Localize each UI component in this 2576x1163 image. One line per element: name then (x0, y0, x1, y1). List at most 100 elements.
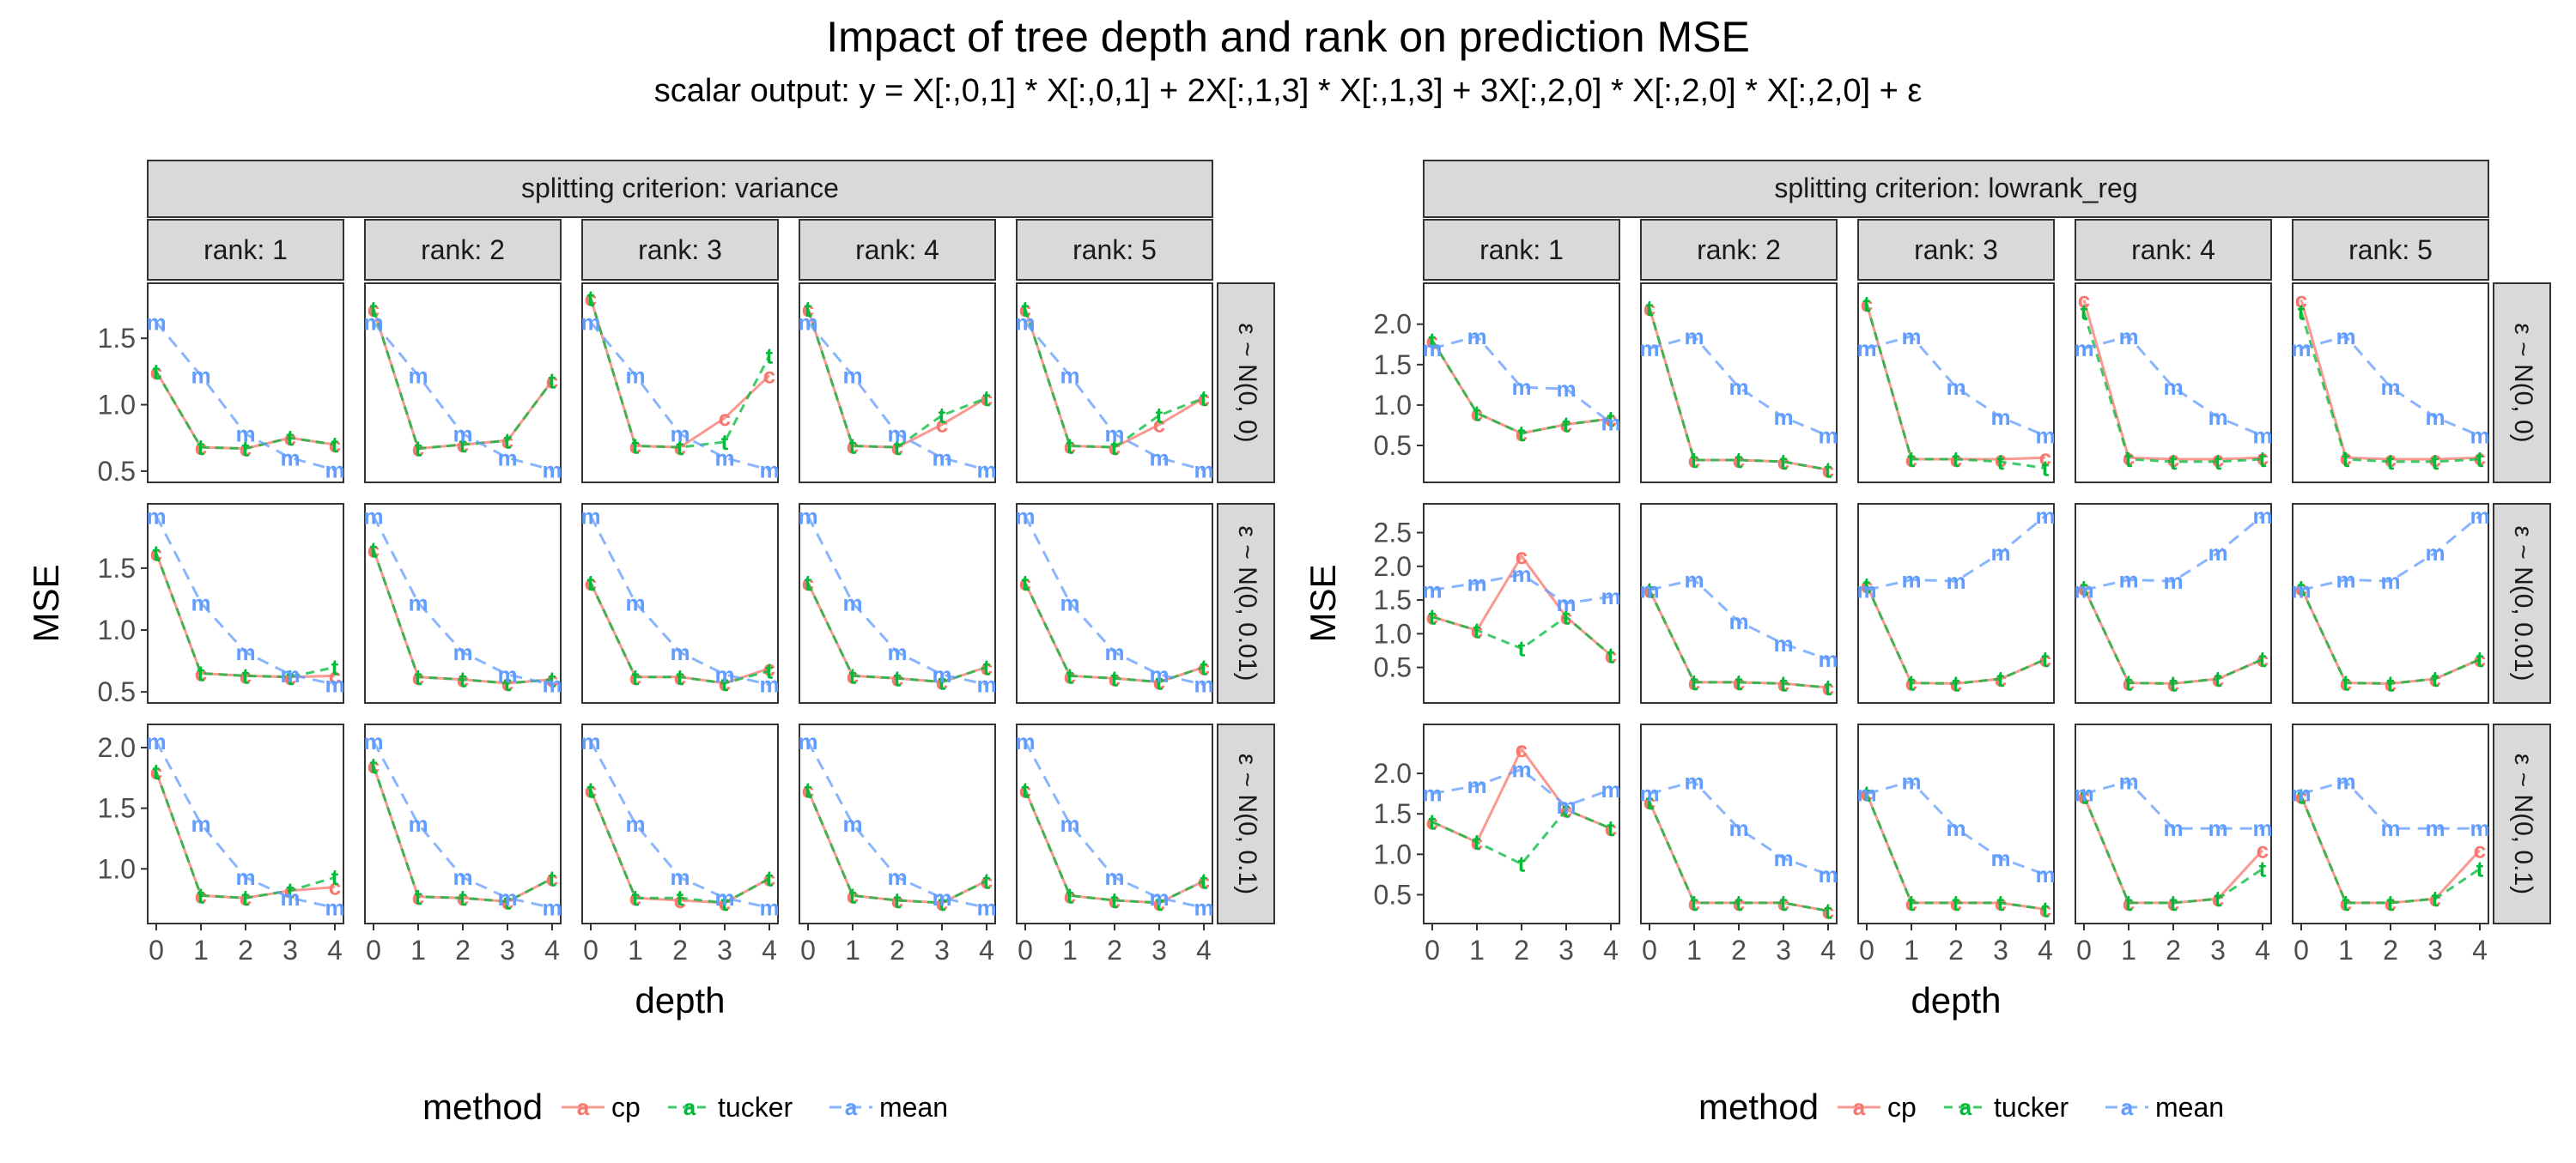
point-label-tucker: t (1156, 669, 1163, 695)
point-label-tucker: t (2215, 886, 2222, 912)
series-line-tucker (372, 765, 553, 904)
point-label-mean: m (1556, 793, 1576, 819)
point-label-mean: m (1946, 815, 1965, 841)
y-tick-label: 1.0 (98, 853, 136, 884)
x-tick-label: 2 (1107, 935, 1122, 966)
point-label-mean: m (1601, 777, 1620, 803)
point-label-tucker: t (415, 436, 422, 462)
point-label-cp: c (1109, 434, 1121, 460)
point-label-mean: m (714, 885, 734, 911)
point-label-mean: m (1194, 671, 1213, 697)
point-label-tucker: t (2342, 670, 2350, 696)
point-label-mean: m (1511, 756, 1531, 782)
point-label-tucker: t (415, 664, 422, 690)
series-line-mean (372, 321, 553, 471)
point-label-cp: c (2167, 446, 2179, 472)
point-label-cp: c (329, 874, 341, 900)
point-label-mean: m (1990, 845, 2010, 871)
series-line-tucker (806, 789, 987, 905)
point-label-tucker: t (2125, 446, 2133, 472)
series-line-mean (806, 741, 987, 909)
rank-strip (1016, 219, 1213, 281)
point-label-mean: m (325, 671, 344, 697)
point-label-mean: m (1773, 845, 1793, 871)
point-label-tucker: t (1473, 617, 1481, 643)
point-label-tucker: t (1780, 670, 1788, 696)
series-line-tucker (1648, 307, 1829, 471)
series-line-tucker (1024, 789, 1205, 905)
point-label-tucker: t (677, 664, 684, 690)
point-label-tucker: t (2042, 646, 2050, 672)
x-tick-label: 1 (1904, 935, 1919, 966)
point-label-tucker: t (1473, 829, 1481, 855)
point-label-tucker: t (894, 665, 902, 691)
rank-strip (1640, 219, 1838, 281)
point-label-tucker: t (1953, 890, 1960, 916)
x-tick-label: 0 (1425, 935, 1440, 966)
point-label-mean: m (798, 503, 817, 529)
x-tick-label: 1 (193, 935, 209, 966)
point-label-tucker: t (1825, 457, 1832, 482)
point-label-tucker: t (331, 432, 339, 457)
point-label-mean: m (2035, 503, 2055, 529)
point-label-cp: c (1777, 890, 1789, 916)
series-line-mean (1431, 767, 1612, 808)
series-line-mean (806, 515, 987, 686)
point-label-tucker: t (2387, 449, 2395, 475)
y-tick-label: 2.5 (1374, 518, 1412, 548)
series-line-tucker (2300, 312, 2481, 463)
y-tick-label: 1.5 (1374, 585, 1412, 615)
point-label-tucker: t (894, 887, 902, 913)
x-tick-label: 0 (583, 935, 598, 966)
point-label-mean: m (932, 445, 951, 470)
point-label-tucker: t (2170, 890, 2178, 916)
series-line-mean (806, 321, 987, 471)
point-label-cp: c (2078, 287, 2090, 312)
y-tick-label: 2.0 (1374, 758, 1412, 789)
point-label-mean: m (453, 421, 472, 447)
point-label-tucker: t (504, 427, 512, 453)
legend-title: method (1698, 1087, 1819, 1127)
point-label-mean: m (2163, 374, 2183, 400)
noise-strip-label: ε ~ N(0, 0) (1233, 323, 1261, 442)
point-label-tucker: t (677, 434, 684, 460)
point-label-mean: m (280, 885, 300, 911)
point-label-tucker: t (2298, 300, 2306, 325)
point-label-cp: c (2474, 838, 2486, 863)
point-label-mean: m (363, 729, 383, 754)
point-label-cp: c (1198, 385, 1210, 411)
point-label-tucker: t (1953, 670, 1960, 696)
point-label-cp: c (1109, 887, 1121, 913)
point-label-mean: m (1060, 811, 1079, 837)
point-label-cp: c (1822, 675, 1834, 700)
point-label-mean: m (1556, 376, 1576, 402)
x-tick-label: 1 (1686, 935, 1702, 966)
rank-strip-label: rank: 3 (638, 234, 722, 265)
panel (2292, 724, 2489, 924)
point-label-mean: m (2118, 769, 2138, 795)
point-label-tucker: t (1429, 604, 1437, 630)
point-label-tucker: t (287, 425, 295, 451)
noise-strip-label: ε ~ N(0, 0) (2509, 323, 2537, 442)
point-label-tucker: t (2042, 455, 2050, 481)
point-label-mean: m (798, 310, 817, 336)
point-label-tucker: t (153, 541, 161, 566)
point-label-mean: m (1194, 457, 1213, 482)
series-line-tucker (2082, 587, 2263, 685)
point-label-cp: c (1822, 898, 1834, 924)
panel (1016, 724, 1213, 924)
point-label-mean: m (1818, 862, 1838, 887)
legend-key-glyph-tucker: a (1959, 1094, 1972, 1120)
legend-key-glyph-cp: a (1853, 1094, 1866, 1120)
point-label-mean: m (497, 662, 517, 688)
panel (1857, 724, 2055, 924)
point-label-mean: m (146, 729, 166, 754)
x-tick-label: 1 (1062, 935, 1078, 966)
x-tick-label: 1 (2121, 935, 2136, 966)
point-label-mean: m (976, 457, 996, 482)
panel (1423, 724, 1620, 924)
point-label-tucker: t (2042, 896, 2050, 922)
rank-strip-label: rank: 5 (2348, 234, 2433, 265)
point-label-mean: m (453, 639, 472, 665)
noise-strip-label: ε ~ N(0, 0.1) (1233, 754, 1261, 894)
